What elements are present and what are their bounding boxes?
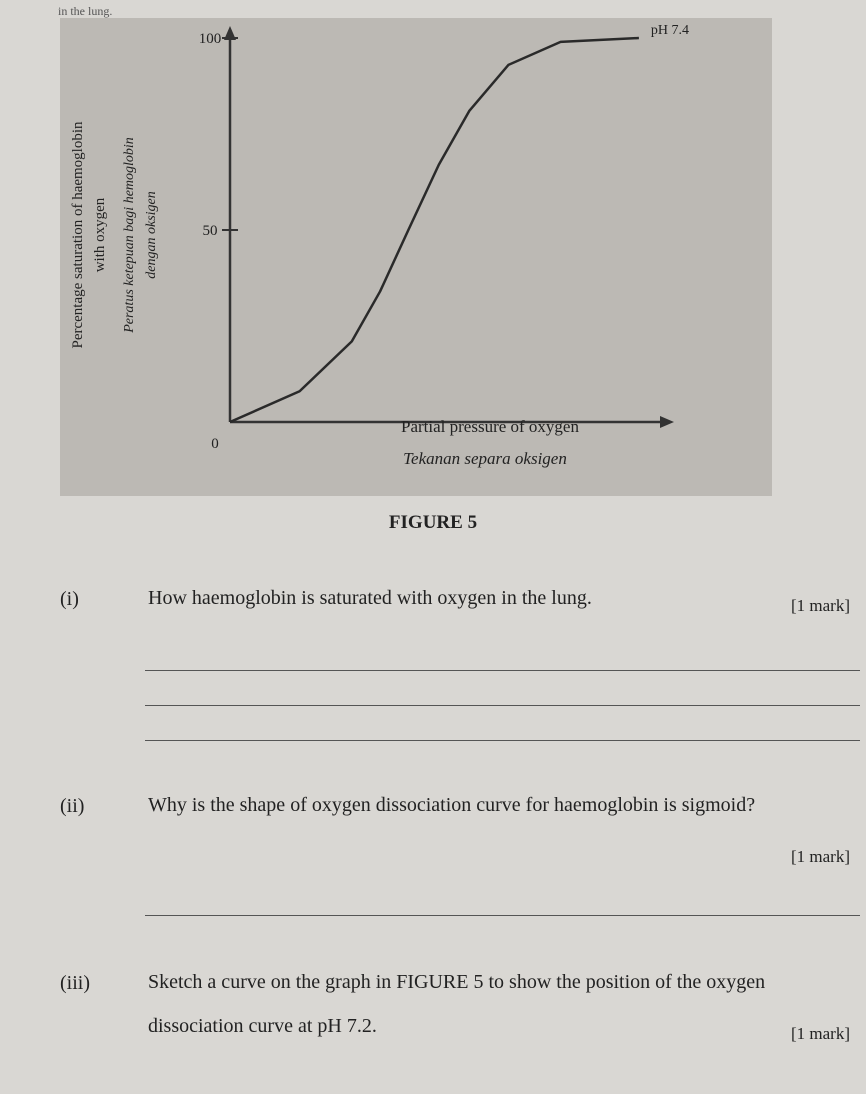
question-number: (i) — [60, 588, 79, 610]
header-text: in the lung. — [58, 4, 113, 18]
x-axis-label-ms: Tekanan separa oksigen — [403, 449, 567, 468]
x-axis-arrow — [660, 416, 674, 428]
x-axis-label: Partial pressure of oxygen — [401, 417, 579, 436]
y-tick-label: 50 — [203, 223, 218, 239]
question: (iii) Sketch a curve on the graph in FIG… — [60, 971, 850, 1062]
y-tick-label: 100 — [199, 31, 222, 47]
series-label: pH 7.4 — [651, 23, 689, 38]
question: (i) How haemoglobin is saturated with ox… — [60, 587, 850, 638]
question-number: (iii) — [60, 972, 90, 994]
question-text: Sketch a curve on the graph in FIGURE 5 … — [148, 971, 766, 1037]
y-tick-label: 0 — [211, 436, 219, 452]
answer-line — [145, 705, 860, 706]
answer-line — [145, 670, 860, 671]
curve — [229, 36, 639, 424]
chart: Partial pressure of oxygen Tekanan separ… — [60, 18, 772, 496]
answer-line — [145, 915, 860, 916]
question-marks: [1 mark] — [790, 847, 850, 866]
question: (ii) Why is the shape of oxygen dissocia… — [60, 794, 850, 885]
question-marks: [1 mark] — [790, 1024, 850, 1043]
figure-background — [60, 18, 772, 496]
y-axis-label: with oxygen — [92, 197, 108, 272]
y-axis-label-ms: Peratus ketepuan bagi hemoglobin — [122, 137, 137, 334]
question-number: (ii) — [60, 795, 85, 817]
y-axis-label-ms: dengan oksigen — [144, 191, 159, 278]
question-text: How haemoglobin is saturated with oxygen… — [148, 587, 592, 609]
figure-caption: FIGURE 5 — [388, 512, 478, 533]
question-text: Why is the shape of oxygen dissociation … — [148, 794, 756, 816]
answer-line — [145, 740, 860, 741]
y-axis-label: Percentage saturation of haemoglobin — [70, 121, 86, 349]
y-axis-arrow — [224, 26, 236, 40]
question-marks: [1 mark] — [790, 596, 850, 615]
